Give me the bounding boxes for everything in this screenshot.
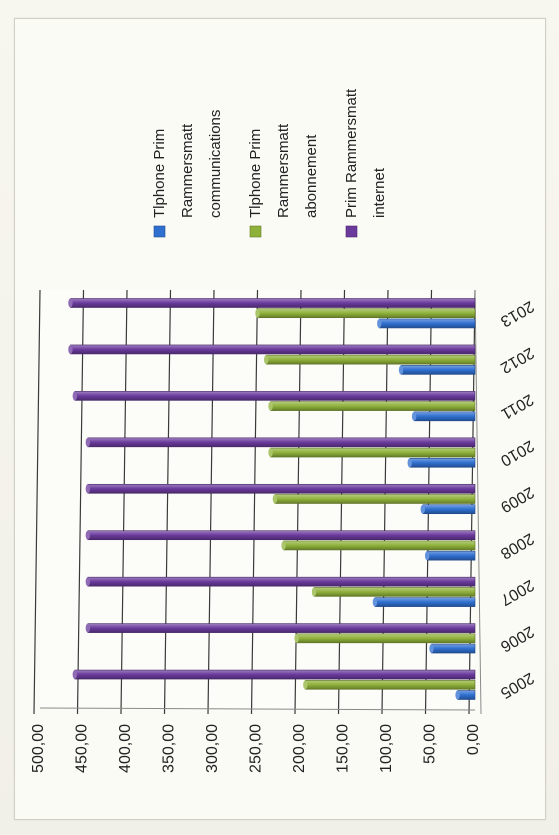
value-axis: 0,00 50,00 100,00 150,00 200,00 250,00 300,00 3… bbox=[30, 724, 482, 773]
bar-1-2010 bbox=[270, 447, 476, 458]
bar-cap-2-2011 bbox=[72, 391, 78, 401]
bar-0-2010 bbox=[409, 457, 476, 468]
gridline bbox=[250, 289, 259, 715]
bar-cap-2-2009 bbox=[85, 484, 91, 494]
bar-cap-2-2012 bbox=[68, 344, 73, 354]
bar-cap-2-2013 bbox=[68, 298, 73, 308]
bar-cap-0-2013 bbox=[377, 318, 382, 328]
gridline bbox=[33, 289, 41, 715]
legend-label-2: Prim Rammersmatt bbox=[343, 88, 360, 218]
bar-0-2012 bbox=[400, 365, 476, 375]
gridline bbox=[120, 289, 128, 715]
category-axis-line bbox=[474, 289, 482, 715]
bar-cap-2-2010 bbox=[85, 437, 91, 447]
category-label-2010: 2010 bbox=[497, 437, 536, 470]
bar-2-2006 bbox=[87, 623, 476, 633]
bar-cap-2-2006 bbox=[85, 623, 91, 633]
bar-2-2007 bbox=[87, 576, 476, 587]
legend-label-2: internet bbox=[371, 167, 388, 218]
bar-1-2011 bbox=[270, 401, 476, 411]
category-axis: 2005 2006 2007 2008 2009 2010 2011 2012 2013 bbox=[497, 297, 536, 701]
value-axis-line bbox=[39, 707, 476, 711]
legend-label-1: abonnement bbox=[303, 134, 320, 218]
category-label-2013: 2013 bbox=[497, 297, 536, 330]
bar-cap-0-2008 bbox=[424, 551, 430, 561]
value-tick-label: 350,00 bbox=[161, 724, 178, 773]
value-tick-label: 50,00 bbox=[422, 724, 439, 764]
bar-1-2012 bbox=[265, 354, 476, 365]
legend-label-0: Rammersmatt bbox=[179, 123, 196, 218]
bar-0-2007 bbox=[374, 597, 476, 607]
category-label-2012: 2012 bbox=[497, 344, 536, 377]
legend-label-1: Rammersmatt bbox=[275, 123, 292, 218]
bar-cap-0-2010 bbox=[407, 458, 412, 468]
bar-cap-1-2009 bbox=[272, 494, 278, 504]
bar-0-2005 bbox=[457, 690, 476, 700]
value-tick-label: 150,00 bbox=[335, 724, 352, 773]
bar-1-2013 bbox=[257, 308, 476, 319]
bar-cap-1-2005 bbox=[303, 680, 308, 690]
bar-cap-1-2008 bbox=[281, 540, 286, 550]
bar-0-2008 bbox=[426, 550, 476, 561]
value-tick-label: 100,00 bbox=[378, 724, 395, 773]
value-tick-label: 300,00 bbox=[204, 724, 221, 773]
bar-1-2008 bbox=[283, 540, 476, 551]
value-tick-label: 250,00 bbox=[248, 724, 265, 773]
legend-swatch-1 bbox=[249, 225, 262, 238]
bar-1-2006 bbox=[296, 633, 476, 644]
bar-cap-0-2009 bbox=[420, 504, 425, 514]
legend-label-1: Tlphone Prim bbox=[247, 129, 264, 218]
bar-0-2006 bbox=[431, 643, 476, 654]
bar-2-2005 bbox=[74, 669, 476, 680]
value-tick-label: 500,00 bbox=[30, 724, 47, 773]
bar-2-2011 bbox=[74, 391, 476, 401]
bar-0-2011 bbox=[413, 411, 476, 422]
bar-2-2012 bbox=[70, 344, 476, 355]
bar-cap-0-2012 bbox=[398, 365, 404, 375]
legend: Tlphone Prim Rammersmatt communications Tlp… bbox=[151, 88, 388, 238]
bar-2-2009 bbox=[87, 483, 476, 494]
bar-cap-0-2011 bbox=[411, 411, 417, 421]
plot-area bbox=[33, 289, 482, 715]
value-tick-label: 400,00 bbox=[117, 724, 134, 773]
bar-1-2007 bbox=[313, 587, 476, 597]
bar-0-2013 bbox=[378, 318, 476, 329]
bar-1-2009 bbox=[274, 494, 476, 504]
category-label-2009: 2009 bbox=[497, 483, 536, 516]
category-label-2006: 2006 bbox=[497, 622, 536, 655]
category-label-2005: 2005 bbox=[497, 669, 536, 702]
bar-cap-1-2011 bbox=[268, 401, 273, 411]
bar-cap-1-2010 bbox=[268, 448, 273, 458]
gridline bbox=[207, 289, 215, 715]
bar-cap-0-2006 bbox=[429, 644, 434, 654]
bar-cap-0-2007 bbox=[372, 597, 378, 607]
category-label-2007: 2007 bbox=[497, 576, 536, 609]
bar-0-2009 bbox=[422, 504, 476, 515]
bar-cap-0-2005 bbox=[455, 690, 460, 700]
category-label-2011: 2011 bbox=[498, 390, 536, 422]
bar-cap-2-2008 bbox=[85, 530, 91, 540]
legend-swatch-2 bbox=[345, 225, 358, 238]
bar-1-2005 bbox=[305, 679, 476, 690]
value-tick-label: 450,00 bbox=[74, 724, 91, 773]
bar-2-2008 bbox=[87, 530, 476, 541]
category-label-2008: 2008 bbox=[497, 529, 536, 562]
legend-label-0: communications bbox=[207, 110, 224, 218]
legend-swatch-0 bbox=[153, 225, 166, 238]
bar-cap-1-2007 bbox=[311, 587, 317, 597]
bar-cap-1-2006 bbox=[294, 633, 299, 643]
bar-2-2010 bbox=[87, 437, 476, 448]
bar-2-2013 bbox=[70, 298, 476, 308]
bar-cap-1-2013 bbox=[255, 308, 260, 318]
legend-label-0: Tlphone Prim bbox=[151, 129, 168, 218]
bar-cap-2-2007 bbox=[85, 577, 91, 587]
gridline bbox=[76, 289, 85, 715]
value-tick-label: 200,00 bbox=[291, 724, 308, 773]
value-tick-label: 0,00 bbox=[465, 724, 482, 755]
gridline bbox=[163, 289, 172, 715]
bar-cap-2-2005 bbox=[72, 670, 78, 680]
bar-cap-1-2012 bbox=[264, 355, 269, 365]
